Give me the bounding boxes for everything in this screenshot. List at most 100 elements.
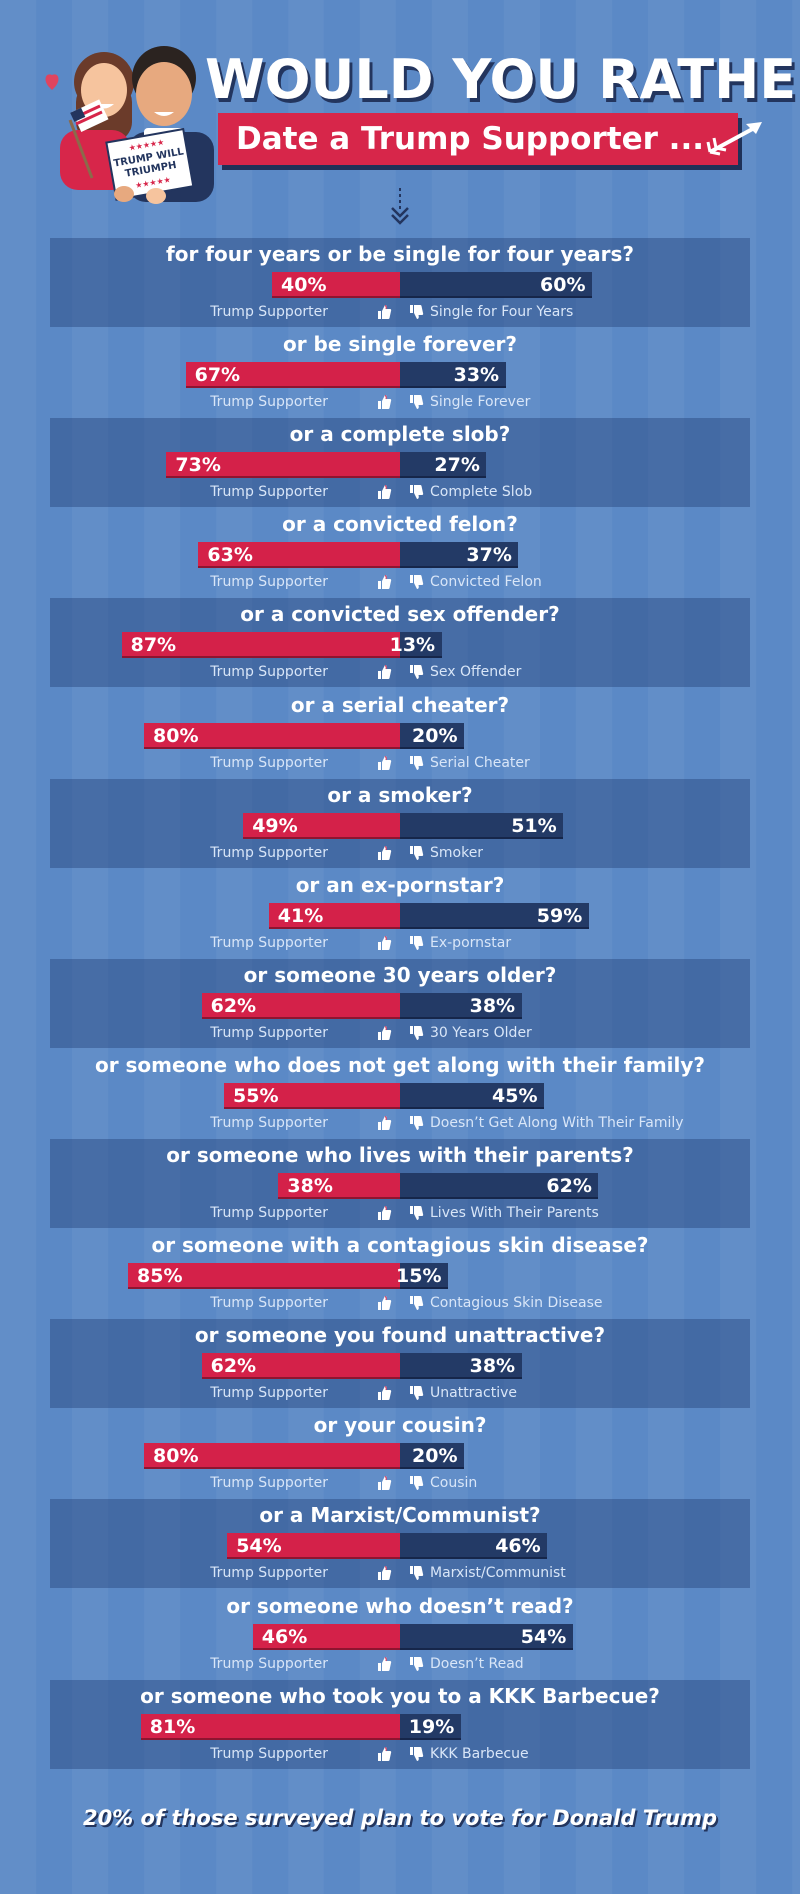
down-arrows-icon bbox=[391, 188, 409, 225]
legend-trump-supporter: Trump Supporter bbox=[210, 1385, 328, 1402]
thumbs-up-icon bbox=[376, 1025, 392, 1045]
legend-alternative: Unattractive bbox=[430, 1385, 517, 1402]
bar-trump-supporter bbox=[224, 1082, 400, 1109]
legend-trump-supporter: Trump Supporter bbox=[210, 1565, 328, 1582]
value-label-trump-supporter: 54% bbox=[236, 1535, 282, 1558]
chart-row: or a convicted felon? 63% 37% Trump Support… bbox=[50, 508, 750, 597]
chart-row: or a complete slob? 73% 27% Trump Supporter… bbox=[50, 418, 750, 508]
bar-alternative bbox=[400, 1533, 548, 1560]
bar-alternative bbox=[400, 902, 589, 929]
thumbs-down-icon bbox=[408, 1565, 424, 1585]
question-text: or a smoker? bbox=[327, 782, 473, 807]
bar-alternative bbox=[400, 632, 442, 659]
thumbs-down-icon bbox=[408, 845, 424, 865]
thumbs-down-icon bbox=[408, 664, 424, 684]
chart-row: or someone 30 years older? 62% 38% Trump Su… bbox=[50, 958, 750, 1048]
bar-trump-supporter bbox=[272, 272, 400, 298]
value-label-alternative: 51% bbox=[511, 814, 557, 837]
question-text: for four years or be single for four yea… bbox=[166, 242, 634, 266]
bar-alternative bbox=[400, 722, 464, 749]
legend-alternative: Cousin bbox=[430, 1475, 478, 1492]
legend-trump-supporter: Trump Supporter bbox=[210, 844, 328, 861]
value-label-alternative: 38% bbox=[469, 994, 516, 1017]
value-label-trump-supporter: 87% bbox=[130, 634, 177, 657]
question-text: or be single forever? bbox=[282, 332, 518, 357]
legend-alternative: Ex-pornstar bbox=[430, 934, 512, 951]
thumbs-up-icon bbox=[376, 1115, 392, 1135]
value-label-trump-supporter: 55% bbox=[233, 1084, 279, 1107]
legend-trump-supporter: Trump Supporter bbox=[210, 574, 328, 591]
bar-trump-supporter bbox=[268, 902, 400, 929]
chart-row: or be single forever? 67% 33% Trump Support… bbox=[50, 328, 750, 417]
value-label-trump-supporter: 80% bbox=[153, 724, 199, 747]
legend-trump-supporter: Trump Supporter bbox=[210, 1745, 328, 1762]
bar-alternative bbox=[400, 1353, 522, 1380]
thumbs-down-icon bbox=[408, 304, 424, 324]
bar-trump-supporter bbox=[278, 1173, 400, 1199]
bar-trump-supporter bbox=[227, 1533, 400, 1560]
value-label-alternative: 20% bbox=[412, 1445, 458, 1468]
question-text: or someone who took you to a KKK Barbecu… bbox=[140, 1683, 660, 1708]
value-label-trump-supporter: 49% bbox=[252, 814, 298, 837]
bar-trump-supporter bbox=[140, 1713, 400, 1740]
legend-alternative: Lives With Their Parents bbox=[430, 1205, 599, 1221]
thumbs-down-icon bbox=[408, 755, 424, 775]
value-label-trump-supporter: 41% bbox=[277, 904, 324, 927]
value-label-alternative: 45% bbox=[492, 1084, 538, 1107]
bar-alternative bbox=[400, 1713, 461, 1740]
value-label-alternative: 62% bbox=[546, 1175, 592, 1197]
value-label-alternative: 19% bbox=[408, 1715, 455, 1738]
legend-trump-supporter: Trump Supporter bbox=[210, 1295, 328, 1312]
chart-row: or a serial cheater? 80% 20% Trump Supporte… bbox=[50, 689, 750, 778]
bar-alternative bbox=[400, 812, 564, 839]
legend-alternative: Sex Offender bbox=[430, 664, 522, 681]
thumbs-down-icon bbox=[408, 1295, 424, 1315]
value-label-alternative: 15% bbox=[396, 1265, 442, 1288]
value-label-trump-supporter: 40% bbox=[281, 274, 327, 296]
thumbs-down-icon bbox=[408, 935, 424, 955]
chart-row: for four years or be single for four yea… bbox=[50, 238, 750, 327]
legend-trump-supporter: Trump Supporter bbox=[210, 664, 328, 681]
bar-trump-supporter bbox=[243, 812, 400, 839]
bar-trump-supporter bbox=[128, 1263, 400, 1290]
thumbs-up-icon bbox=[376, 484, 392, 504]
bar-alternative bbox=[400, 1082, 544, 1109]
chart-row: or someone you found unattractive? 62% 38%… bbox=[50, 1319, 750, 1409]
value-label-trump-supporter: 38% bbox=[287, 1175, 333, 1197]
thumbs-up-icon bbox=[376, 1656, 392, 1676]
cupid-arrow-icon bbox=[706, 122, 762, 156]
value-label-alternative: 59% bbox=[536, 904, 583, 927]
legend-alternative: Serial Cheater bbox=[430, 754, 530, 771]
value-label-trump-supporter: 62% bbox=[210, 1355, 257, 1378]
question-text: or a convicted sex offender? bbox=[240, 602, 560, 627]
chart-row: or a convicted sex offender? 87% 13% Trump … bbox=[50, 598, 750, 688]
thumbs-up-icon bbox=[376, 1565, 392, 1585]
chart-row: or someone who took you to a KKK Barbecu… bbox=[50, 1679, 750, 1769]
value-label-trump-supporter: 46% bbox=[261, 1625, 308, 1648]
thumbs-down-icon bbox=[408, 1115, 424, 1135]
thumbs-up-icon bbox=[376, 664, 392, 684]
legend-alternative: Contagious Skin Disease bbox=[430, 1295, 603, 1312]
bar-trump-supporter bbox=[144, 722, 400, 749]
value-label-trump-supporter: 62% bbox=[210, 994, 257, 1017]
value-label-trump-supporter: 63% bbox=[207, 544, 253, 567]
thumbs-up-icon bbox=[376, 1475, 392, 1495]
thumbs-up-icon bbox=[376, 304, 392, 324]
legend-trump-supporter: Trump Supporter bbox=[210, 394, 328, 411]
thumbs-up-icon bbox=[376, 935, 392, 955]
value-label-trump-supporter: 81% bbox=[149, 1715, 196, 1738]
chart-row: or a smoker? 49% 51% Trump Supporter Smoker bbox=[50, 778, 750, 868]
question-text: or a convicted felon? bbox=[282, 512, 518, 537]
thumbs-up-icon bbox=[376, 755, 392, 775]
bar-alternative bbox=[400, 272, 592, 298]
legend-alternative: Convicted Felon bbox=[430, 574, 542, 591]
chart-row: or an ex-pornstar? 41% 59% Trump Supporter E… bbox=[50, 869, 750, 958]
thumbs-down-icon bbox=[408, 574, 424, 594]
legend-alternative: Smoker bbox=[430, 844, 484, 861]
chart-row: or your cousin? 80% 20% Trump Supporter Cous… bbox=[50, 1409, 750, 1498]
legend-trump-supporter: Trump Supporter bbox=[210, 934, 328, 951]
legend-alternative: Complete Slob bbox=[430, 484, 533, 501]
header: ★★★★★ TRUMP WILL TRIUMPH ★★★★★ WOULD YOU… bbox=[0, 0, 800, 230]
value-label-alternative: 33% bbox=[453, 364, 500, 387]
thumbs-down-icon bbox=[408, 484, 424, 504]
